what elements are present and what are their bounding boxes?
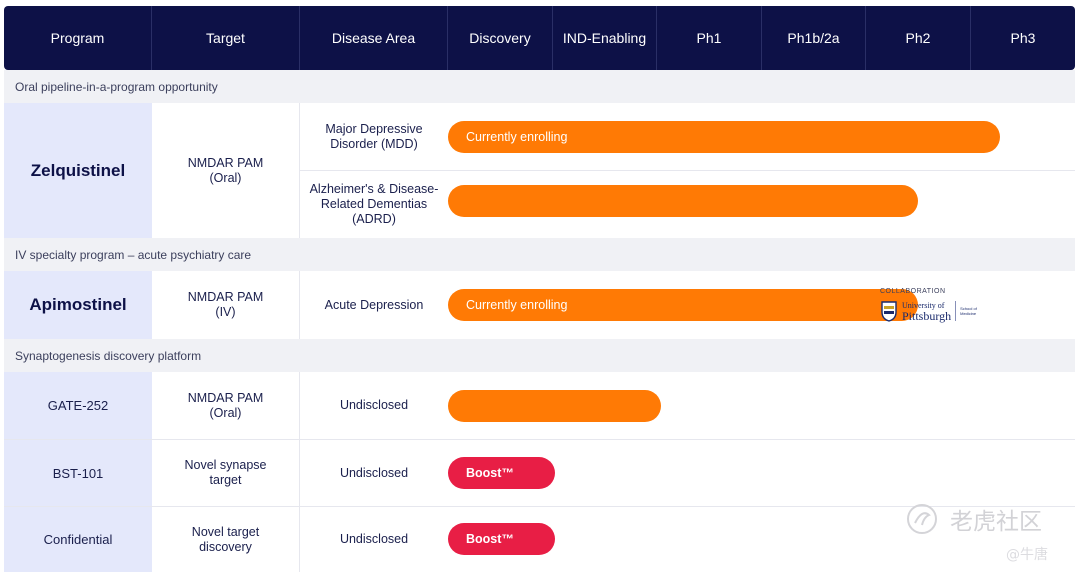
program-row-zelquistinel: Zelquistinel NMDAR PAM (Oral) Major Depr… xyxy=(4,103,1075,238)
row-divider xyxy=(4,506,1075,507)
header-ph3: Ph3 xyxy=(1010,30,1036,46)
program-target: NMDAR PAM (IV) xyxy=(152,271,300,339)
pitt-separator xyxy=(955,301,957,321)
tiger-community-logo-icon xyxy=(907,504,937,534)
header-discovery: Discovery xyxy=(448,6,553,70)
program-target: Novel target discovery xyxy=(152,507,300,572)
section-synaptogenesis: Synaptogenesis discovery platform xyxy=(4,339,1075,372)
stage-bar: Boost™ xyxy=(448,457,555,489)
program-target: Novel synapse target xyxy=(152,440,300,506)
pitt-wordmark: University of Pittsburgh xyxy=(902,301,952,323)
stage-bar xyxy=(448,185,918,217)
header-disease-area: Disease Area xyxy=(300,6,448,70)
program-row-bst-101: BST-101 Novel synapse target Undisclosed… xyxy=(4,440,1075,506)
header-target: Target xyxy=(152,6,300,70)
disease-area: Undisclosed xyxy=(339,398,409,412)
program-row-apimostinel: Apimostinel NMDAR PAM (IV) Acute Depress… xyxy=(4,271,1075,339)
header-ph1b2a: Ph1b/2a xyxy=(762,6,866,70)
header-ind-enabling: IND-Enabling xyxy=(553,6,657,70)
disease-area: Acute Depression xyxy=(324,297,424,312)
stage-bar: Boost™ xyxy=(448,523,555,555)
collaboration-block: COLLABORATION University of Pittsburgh S… xyxy=(880,288,1000,328)
row-divider xyxy=(4,439,1075,440)
section-iv-specialty: IV specialty program – acute psychiatry … xyxy=(4,238,1075,271)
row-divider xyxy=(300,170,1075,171)
disease-area: Major Depressive Disorder (MDD) xyxy=(325,121,423,151)
program-target: NMDAR PAM (Oral) xyxy=(152,103,300,238)
stage-bar xyxy=(448,390,661,422)
header-program: Program xyxy=(4,6,152,70)
disease-area: Undisclosed xyxy=(339,465,409,480)
watermark-title: 老虎社区 xyxy=(950,509,1042,535)
stage-bar: Currently enrolling xyxy=(448,289,918,321)
header-ph2: Ph2 xyxy=(866,6,971,70)
program-row-confidential: Confidential Novel target discovery Undi… xyxy=(4,507,1075,572)
program-name: Zelquistinel xyxy=(4,103,152,238)
pipeline-header: Program Target Disease Area Discovery IN… xyxy=(4,6,1075,70)
program-row-gate-252: GATE-252 NMDAR PAM (Oral) Undisclosed xyxy=(4,372,1075,439)
watermark: 老虎社区 @牛唐 xyxy=(906,500,1066,570)
disease-area: Undisclosed xyxy=(339,532,409,546)
pitt-school: School of Medicine xyxy=(960,306,977,316)
stage-bar: Currently enrolling xyxy=(448,121,1000,153)
header-ph1: Ph1 xyxy=(657,6,762,70)
pitt-seal-icon xyxy=(881,301,897,322)
program-name: GATE-252 xyxy=(4,372,152,439)
disease-area: Alzheimer's & Disease- Related Dementias… xyxy=(309,182,439,226)
program-name: Confidential xyxy=(4,507,152,572)
collaboration-label: COLLABORATION xyxy=(880,288,946,295)
program-name: BST-101 xyxy=(4,440,152,506)
program-name: Apimostinel xyxy=(4,271,152,339)
pitt-logo: University of Pittsburgh School of Medic… xyxy=(880,300,1000,322)
section-oral-pipeline: Oral pipeline-in-a-program opportunity xyxy=(4,70,1075,103)
watermark-sub: @牛唐 xyxy=(1006,547,1048,563)
program-target: NMDAR PAM (Oral) xyxy=(152,372,300,439)
